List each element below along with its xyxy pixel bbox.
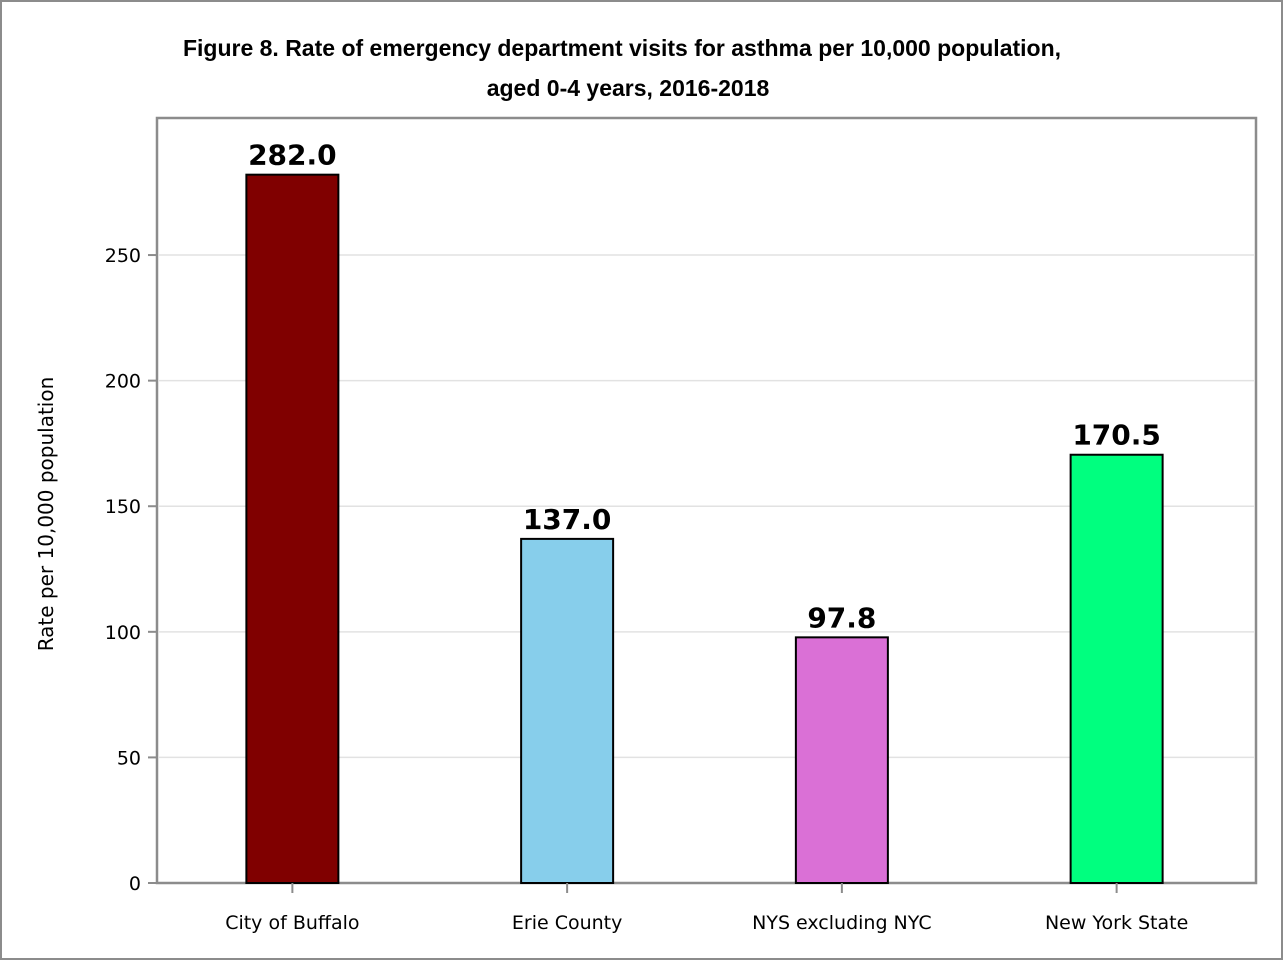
bar-2 [520, 537, 615, 885]
chart-title-line-2: aged 0-4 years, 2016-2018 [487, 75, 770, 101]
bar-4 [1069, 453, 1164, 884]
x-tick-label: Erie County [512, 912, 623, 934]
y-axis-ticks: 0 50 100 150 200 250 [105, 245, 157, 895]
chart-title-line-1: Figure 8. Rate of emergency department v… [183, 35, 1061, 61]
bar-3 [794, 636, 889, 884]
x-tick-label: New York State [1045, 912, 1188, 934]
y-tick-label: 200 [105, 371, 141, 393]
data-label-2: 137.0 [523, 503, 612, 536]
y-tick-label: 50 [117, 747, 141, 769]
data-label-4: 170.5 [1072, 419, 1161, 452]
bars [245, 173, 1164, 885]
data-label-1: 282.0 [248, 139, 337, 172]
y-tick-label: 250 [105, 245, 141, 267]
x-tick-label: City of Buffalo [225, 912, 359, 934]
y-tick-label: 100 [105, 622, 141, 644]
y-tick-label: 0 [129, 873, 141, 895]
data-label-3: 97.8 [807, 601, 876, 634]
x-tick-label: NYS excluding NYC [752, 912, 931, 934]
y-tick-label: 150 [105, 496, 141, 518]
bar-1 [245, 173, 340, 884]
data-labels: 282.0 137.0 97.8 170.5 [248, 139, 1161, 635]
y-axis-title: Rate per 10,000 population [34, 377, 58, 652]
x-axis-ticks: City of Buffalo Erie County NYS excluding … [225, 883, 1188, 934]
gridlines [158, 254, 1255, 759]
